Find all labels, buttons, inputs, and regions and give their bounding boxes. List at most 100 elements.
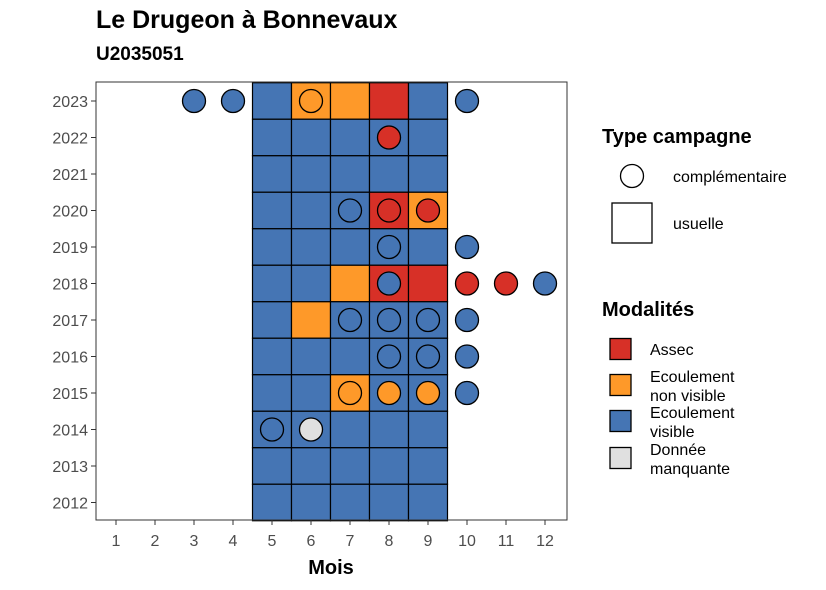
x-tick-label: 3 [190, 533, 199, 550]
tile-2015-6 [290, 374, 332, 412]
tile-2018-7 [329, 264, 371, 303]
tile-2021-8 [368, 155, 410, 193]
tile-2017-5 [251, 301, 293, 339]
x-axis: 1 2 3 4 5 6 7 8 9 10 11 12 [112, 520, 554, 550]
tile-2017-6 [290, 301, 332, 339]
chart-subtitle: U2035051 [96, 44, 184, 65]
legend-label-donnee_manquante: manquante [650, 461, 730, 478]
tile-2016-7 [329, 337, 371, 376]
legend-label-assec: Assec [650, 342, 694, 359]
y-tick-label: 2023 [52, 94, 88, 111]
tile-2018-6 [290, 264, 332, 303]
point-2018-8 [376, 271, 402, 296]
legend-key-usuelle [611, 202, 653, 244]
tile-2019-9 [407, 228, 449, 266]
point-2014-5 [259, 417, 285, 442]
x-tick-label: 8 [385, 533, 394, 550]
tile-2013-9 [407, 447, 449, 485]
point-2023-6 [298, 88, 324, 114]
legend-label-ecoulement_non_visible: Ecoulement [650, 369, 735, 386]
point-2017-8 [376, 307, 402, 333]
point-2019-8 [376, 234, 402, 260]
tile-2022-9 [407, 118, 449, 157]
x-axis-title: Mois [308, 557, 354, 579]
legend-label-type-campagne: usuelle [673, 216, 724, 233]
point-2016-8 [376, 344, 402, 369]
tile-2013-5 [251, 447, 293, 485]
legend-title-modalites: Modalités [602, 299, 694, 321]
tile-2012-6 [290, 483, 332, 522]
y-tick-label: 2019 [52, 240, 88, 257]
point-2020-7 [337, 198, 363, 223]
tile-2012-7 [329, 483, 371, 522]
legend-key-ecoulement_visible [609, 409, 632, 433]
point-2018-10 [454, 271, 480, 296]
tile-2022-6 [290, 118, 332, 157]
x-tick-label: 4 [229, 533, 238, 550]
x-tick-label: 11 [498, 533, 515, 550]
tile-2023-9 [407, 82, 449, 120]
legend-key-ecoulement_non_visible [609, 373, 632, 397]
tile-2016-5 [251, 337, 293, 376]
point-2023-3 [181, 88, 207, 114]
x-tick-label: 5 [268, 533, 277, 550]
legend-label-ecoulement_visible: Ecoulement [650, 405, 735, 422]
legend: Type campagne complémentaire usuelle Modali… [602, 126, 787, 478]
point-2016-9 [415, 344, 441, 369]
panel-border [95, 81, 568, 521]
tile-2015-8 [368, 374, 410, 412]
point-2017-7 [337, 307, 363, 333]
tile-2012-8 [368, 483, 410, 522]
point-2017-9 [415, 307, 441, 333]
tiles-layer [251, 82, 449, 522]
tile-2018-5 [251, 264, 293, 303]
point-2018-11 [493, 271, 519, 296]
tile-2013-8 [368, 447, 410, 485]
tile-2019-7 [329, 228, 371, 266]
tile-2014-7 [329, 410, 371, 449]
tile-2012-5 [251, 483, 293, 522]
y-tick-label: 2016 [52, 350, 88, 367]
tile-2023-5 [251, 82, 293, 120]
point-2018-12 [532, 271, 558, 296]
point-2022-8 [376, 125, 402, 150]
point-2016-10 [454, 344, 480, 369]
point-2015-9 [415, 380, 441, 406]
tile-2022-7 [329, 118, 371, 157]
y-tick-label: 2013 [52, 459, 88, 476]
tile-2013-6 [290, 447, 332, 485]
tile-2023-7 [329, 82, 371, 120]
tile-2019-5 [251, 228, 293, 266]
tile-2013-7 [329, 447, 371, 485]
point-2023-4 [220, 88, 246, 114]
x-tick-label: 10 [458, 533, 476, 550]
x-tick-label: 1 [112, 533, 121, 550]
y-tick-label: 2020 [52, 204, 88, 221]
points-layer [181, 88, 558, 442]
legend-label-type-campagne: complémentaire [673, 169, 787, 186]
legend-title-type-campagne: Type campagne [602, 126, 752, 148]
y-tick-label: 2015 [52, 386, 88, 403]
tile-2020-5 [251, 191, 293, 230]
tile-2020-6 [290, 191, 332, 230]
point-2014-6 [298, 417, 324, 442]
tile-2019-6 [290, 228, 332, 266]
legend-key-donnee_manquante [609, 446, 632, 470]
point-2017-10 [454, 307, 480, 333]
legend-key-assec [609, 337, 632, 361]
legend-label-ecoulement_non_visible: non visible [650, 388, 726, 405]
x-tick-label: 12 [536, 533, 554, 550]
legend-label-donnee_manquante: Donnée [650, 442, 706, 459]
point-2015-8 [376, 380, 402, 406]
tile-2021-6 [290, 155, 332, 193]
point-2020-9 [415, 198, 441, 223]
point-2023-10 [454, 88, 480, 114]
point-2015-10 [454, 380, 480, 406]
y-axis: 2023 2022 2021 2020 2019 2018 2017 2016 2015 2014… [52, 94, 96, 513]
tile-2016-6 [290, 337, 332, 376]
point-2015-7 [337, 380, 363, 406]
point-2019-10 [454, 234, 480, 260]
tile-2021-7 [329, 155, 371, 193]
tile-2014-8 [368, 410, 410, 449]
